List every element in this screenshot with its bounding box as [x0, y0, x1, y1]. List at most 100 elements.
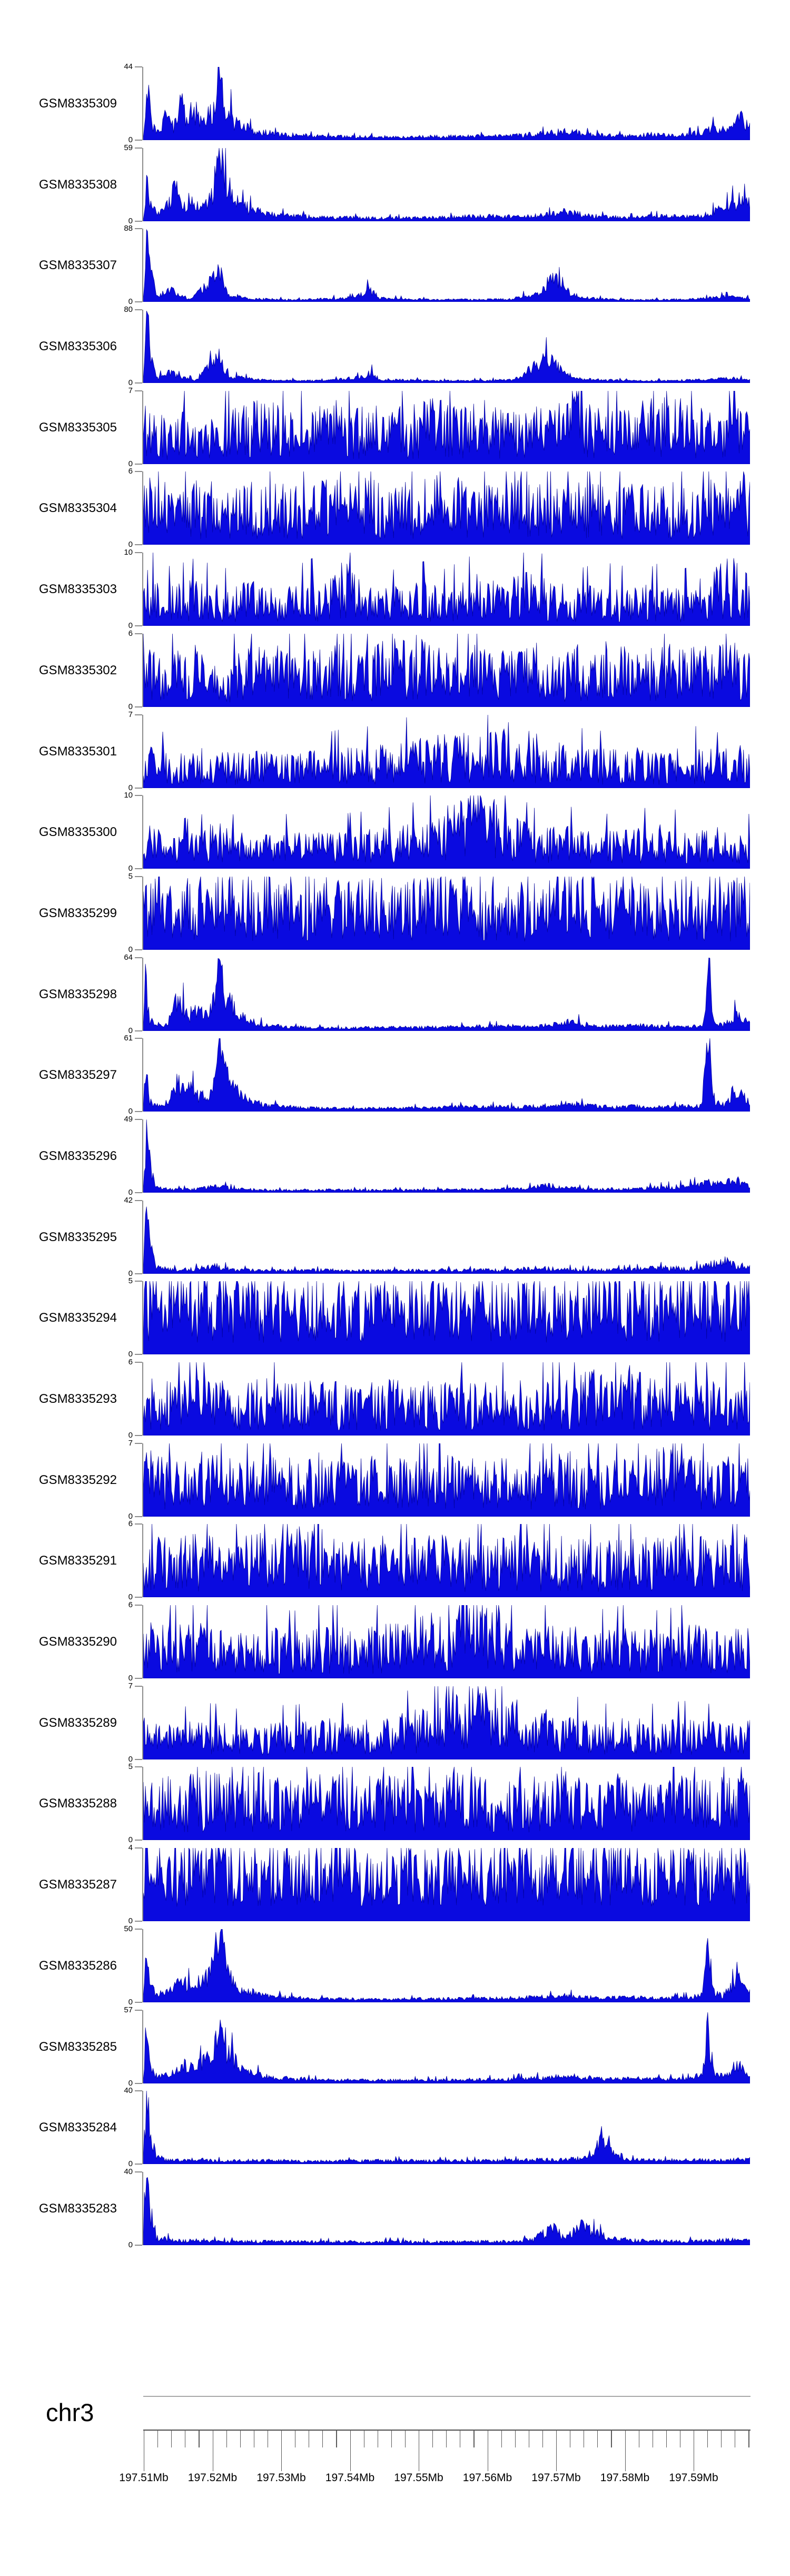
track-label: GSM8335297 [38, 1067, 117, 1082]
ruler-minor-tick [157, 2430, 159, 2447]
y-axis-zero-label: 0 [128, 297, 133, 306]
y-axis-top-tick [135, 1766, 142, 1767]
ruler-minor-tick [542, 2430, 544, 2447]
y-axis-zero-label: 0 [128, 702, 133, 711]
signal-area-chart [143, 67, 750, 140]
track-label: GSM8335288 [38, 1796, 117, 1811]
track-label: GSM8335301 [38, 744, 117, 759]
y-axis-zero-label: 0 [128, 459, 133, 468]
track-row: GSM8335295 42 0 [0, 1196, 790, 1278]
y-axis-bottom-tick [135, 382, 142, 384]
y-axis-bottom-tick [135, 706, 142, 707]
y-axis-line [142, 1929, 143, 2002]
track-label: GSM8335306 [38, 339, 117, 353]
ruler-major-tick [625, 2430, 626, 2471]
ruler-tick-label: 197.56Mb [462, 2472, 512, 2484]
signal-area-chart [143, 877, 750, 950]
track-row: GSM8335297 61 0 [0, 1034, 790, 1116]
track-label: GSM8335307 [38, 258, 117, 272]
y-axis-line [142, 1038, 143, 1112]
signal-polygon [143, 877, 750, 950]
track-label: GSM8335286 [38, 1958, 117, 1973]
track-row: GSM8335305 7 0 [0, 386, 790, 468]
y-axis-line [142, 2010, 143, 2083]
y-axis-max-label: 40 [124, 2086, 133, 2095]
y-axis-max-label: 4 [128, 1843, 133, 1852]
y-axis-zero-label: 0 [128, 2159, 133, 2168]
y-axis-top-tick [135, 390, 142, 391]
signal-polygon [143, 1605, 750, 1678]
track-label: GSM8335303 [38, 582, 117, 596]
track-label: GSM8335290 [38, 1634, 117, 1649]
y-axis-zero-label: 0 [128, 135, 133, 144]
ruler-tick-label: 197.53Mb [256, 2472, 306, 2484]
y-axis-line [142, 67, 143, 140]
signal-area-chart [143, 795, 750, 869]
y-axis-top-tick [135, 66, 142, 67]
signal-area-chart [143, 1281, 750, 1354]
signal-polygon [143, 310, 750, 383]
signal-polygon [143, 1281, 750, 1354]
chromosome-label: chr3 [46, 2398, 94, 2426]
y-axis-line [142, 2091, 143, 2164]
ruler-minor-tick [226, 2430, 227, 2447]
y-axis-top-tick [135, 552, 142, 553]
signal-area-chart [143, 1848, 750, 1921]
ruler-baseline [143, 2430, 750, 2431]
signal-polygon [143, 229, 750, 302]
y-axis-max-label: 7 [128, 1439, 133, 1448]
track-row: GSM8335291 6 0 [0, 1519, 790, 1601]
y-axis-max-label: 5 [128, 1762, 133, 1771]
track-label: GSM8335309 [38, 96, 117, 111]
track-row: GSM8335303 10 0 [0, 548, 790, 630]
signal-polygon [143, 148, 750, 221]
y-axis-max-label: 10 [124, 791, 133, 800]
y-axis-max-label: 59 [124, 143, 133, 152]
signal-polygon [143, 634, 750, 707]
y-axis-zero-label: 0 [128, 621, 133, 630]
track-row: GSM8335304 6 0 [0, 467, 790, 549]
y-axis-max-label: 6 [128, 1600, 133, 1609]
signal-area-chart [143, 1119, 750, 1193]
y-axis-max-label: 50 [124, 1924, 133, 1933]
y-axis-line [142, 1686, 143, 1759]
y-axis-max-label: 49 [124, 1115, 133, 1124]
y-axis-line [142, 310, 143, 383]
signal-polygon [143, 553, 750, 626]
track-row: GSM8335294 5 0 [0, 1276, 790, 1359]
track-label: GSM8335298 [38, 987, 117, 1001]
y-axis-max-label: 6 [128, 629, 133, 638]
track-label: GSM8335284 [38, 2120, 117, 2135]
y-axis-max-label: 6 [128, 1358, 133, 1366]
y-axis-top-tick [135, 633, 142, 634]
y-axis-max-label: 5 [128, 872, 133, 881]
ruler-minor-tick [432, 2430, 433, 2447]
y-axis-line [142, 391, 143, 464]
signal-area-chart [143, 1443, 750, 1517]
ruler-major-tick [556, 2430, 557, 2471]
y-axis-line [142, 715, 143, 788]
signal-area-chart [143, 1929, 750, 2002]
y-axis-line [142, 877, 143, 950]
ruler-tick-label: 197.57Mb [531, 2472, 581, 2484]
signal-polygon [143, 1038, 750, 1112]
y-axis-zero-label: 0 [128, 1916, 133, 1925]
signal-area-chart [143, 1206, 750, 1274]
y-axis-zero-label: 0 [128, 1512, 133, 1521]
y-axis-line [142, 1443, 143, 1517]
signal-area-chart [143, 310, 750, 383]
y-axis-line [142, 1281, 143, 1354]
y-axis-zero-label: 0 [128, 1431, 133, 1440]
signal-polygon [143, 67, 750, 140]
track-row: GSM8335293 6 0 [0, 1358, 790, 1440]
signal-area-chart [143, 634, 750, 707]
track-row: GSM8335302 6 0 [0, 629, 790, 711]
y-axis-max-label: 6 [128, 467, 133, 476]
ruler-tick-label: 197.58Mb [600, 2472, 650, 2484]
signal-area-chart [143, 1767, 750, 1840]
y-axis-bottom-tick [135, 1435, 142, 1436]
y-axis-top-tick [135, 876, 142, 877]
y-axis-line [142, 148, 143, 221]
ruler-minor-tick [322, 2430, 323, 2447]
